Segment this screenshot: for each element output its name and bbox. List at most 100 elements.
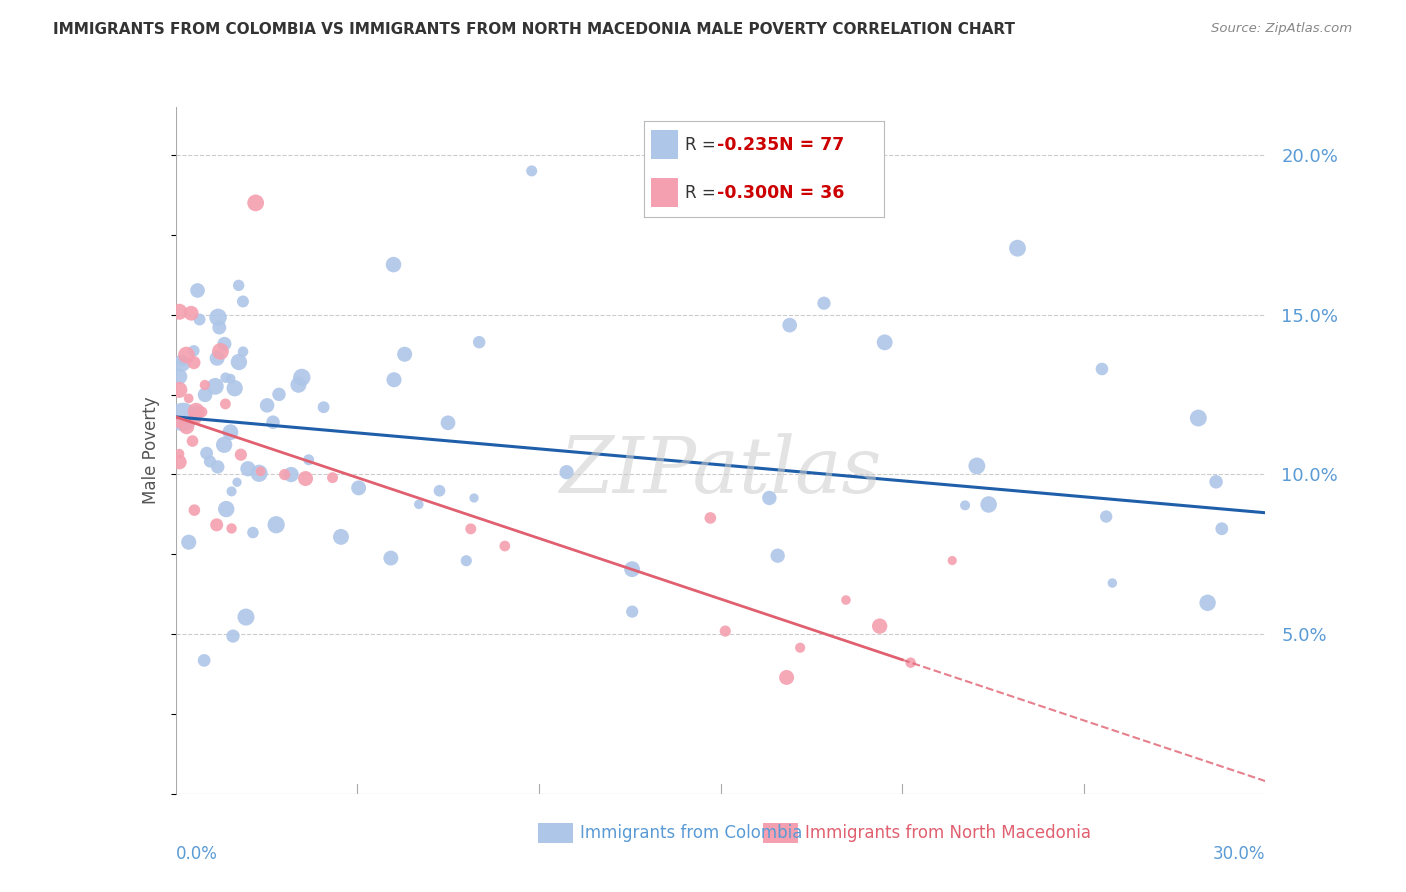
- Point: [242, 525, 264, 540]
- Point: [437, 416, 460, 430]
- Point: [555, 465, 578, 479]
- Point: [172, 409, 194, 424]
- Point: [460, 522, 482, 536]
- Text: Immigrants from Colombia: Immigrants from Colombia: [581, 824, 803, 842]
- Point: [714, 624, 737, 638]
- Text: N = 77: N = 77: [779, 136, 844, 153]
- Point: [463, 491, 485, 505]
- Point: [322, 471, 344, 485]
- Text: Source: ZipAtlas.com: Source: ZipAtlas.com: [1212, 22, 1353, 36]
- Point: [183, 343, 205, 358]
- Point: [176, 348, 198, 362]
- Point: [169, 447, 191, 461]
- Point: [766, 549, 789, 563]
- Point: [494, 539, 516, 553]
- Point: [264, 517, 287, 532]
- Point: [229, 448, 252, 462]
- Point: [184, 410, 207, 425]
- Point: [219, 372, 242, 386]
- Point: [330, 530, 353, 544]
- Point: [221, 484, 243, 499]
- Point: [280, 467, 302, 482]
- Point: [177, 535, 200, 549]
- Bar: [651, 178, 678, 207]
- Point: [267, 387, 290, 401]
- Point: [621, 605, 644, 619]
- Point: [456, 554, 478, 568]
- Point: [194, 388, 217, 402]
- Point: [228, 355, 250, 369]
- Point: [966, 458, 988, 473]
- Point: [224, 381, 246, 395]
- Point: [520, 164, 543, 178]
- Point: [193, 653, 215, 667]
- Point: [172, 354, 194, 368]
- Point: [621, 562, 644, 576]
- Point: [169, 305, 191, 319]
- Y-axis label: Male Poverty: Male Poverty: [142, 397, 160, 504]
- Point: [219, 425, 242, 440]
- Point: [977, 498, 1000, 512]
- Bar: [651, 130, 678, 160]
- Point: [232, 344, 254, 359]
- Point: [1007, 241, 1029, 255]
- Point: [429, 483, 451, 498]
- Point: [287, 377, 309, 392]
- Point: [1205, 475, 1227, 489]
- Point: [380, 551, 402, 566]
- Point: [236, 461, 259, 475]
- Point: [169, 383, 191, 397]
- Point: [294, 471, 316, 485]
- Point: [183, 356, 205, 370]
- Point: [207, 310, 229, 325]
- Point: [298, 452, 321, 467]
- Point: [177, 392, 200, 406]
- Point: [176, 419, 198, 434]
- Point: [382, 373, 405, 387]
- Point: [1095, 509, 1118, 524]
- Point: [198, 454, 221, 468]
- Text: -0.235: -0.235: [717, 136, 780, 153]
- Point: [204, 379, 226, 393]
- Point: [347, 481, 370, 495]
- Point: [468, 335, 491, 350]
- Point: [214, 397, 236, 411]
- Point: [1211, 522, 1233, 536]
- Point: [900, 656, 922, 670]
- Point: [312, 401, 335, 415]
- Point: [291, 370, 314, 384]
- Point: [249, 464, 271, 478]
- Point: [273, 467, 295, 482]
- Point: [813, 296, 835, 310]
- Point: [1187, 411, 1209, 425]
- Point: [953, 499, 976, 513]
- Point: [212, 438, 235, 452]
- Text: N = 36: N = 36: [779, 184, 844, 202]
- Point: [188, 312, 211, 326]
- Point: [194, 378, 217, 392]
- Text: 30.0%: 30.0%: [1213, 845, 1265, 863]
- Point: [699, 511, 721, 525]
- Point: [228, 278, 250, 293]
- Point: [256, 398, 278, 412]
- Point: [215, 502, 238, 516]
- Point: [1101, 576, 1123, 591]
- Point: [214, 336, 236, 351]
- Point: [408, 497, 430, 511]
- Point: [1197, 596, 1219, 610]
- Point: [221, 521, 243, 535]
- Point: [779, 318, 801, 332]
- Text: 0.0%: 0.0%: [176, 845, 218, 863]
- Point: [758, 491, 780, 505]
- Point: [209, 344, 232, 359]
- Point: [941, 553, 963, 567]
- Point: [187, 284, 209, 298]
- Text: Immigrants from North Macedonia: Immigrants from North Macedonia: [806, 824, 1091, 842]
- Point: [208, 320, 231, 334]
- Text: ZIPatlas: ZIPatlas: [560, 433, 882, 509]
- Text: -0.300: -0.300: [717, 184, 780, 202]
- Point: [382, 258, 405, 272]
- Point: [169, 455, 191, 469]
- Point: [205, 517, 228, 532]
- Point: [245, 195, 267, 210]
